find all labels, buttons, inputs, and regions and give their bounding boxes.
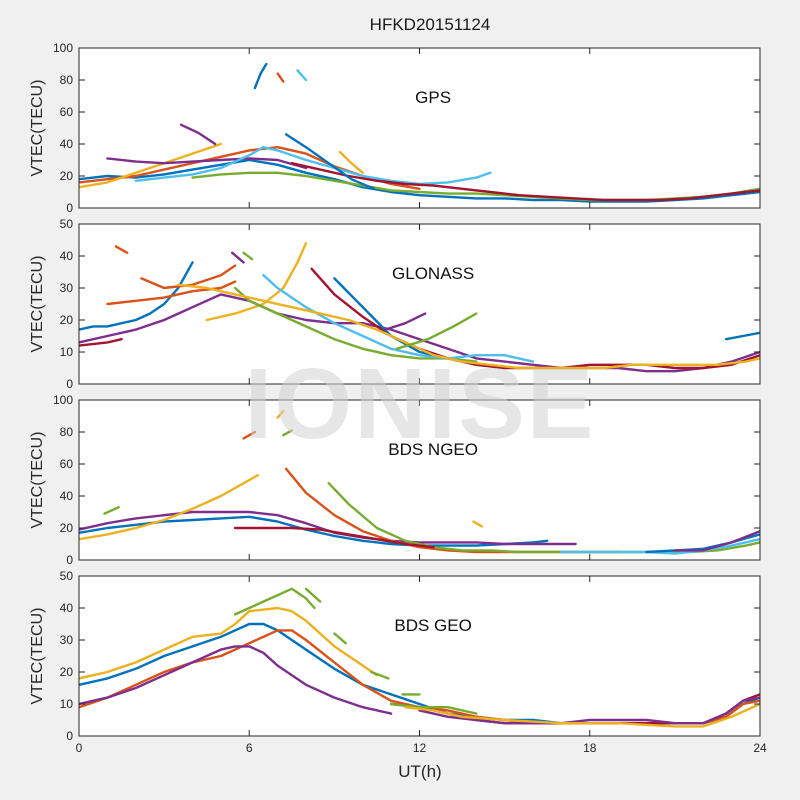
y-tick-label: 60 [60,457,74,471]
y-axis-label: VTEC(TECU) [29,608,46,705]
series-line-12 [724,331,760,341]
watermark: IONISE [245,348,596,460]
series-group [79,62,760,203]
series-line-12 [276,410,285,419]
series-line-4 [79,645,393,715]
y-tick-label: 80 [60,73,74,87]
series-line-11 [179,123,217,146]
y-tick-label: 20 [60,313,74,327]
series-line-3 [205,241,308,322]
y-tick-label: 20 [60,169,74,183]
series-line-10 [242,430,257,440]
series-line-12 [338,150,364,175]
series-group [79,241,760,373]
y-tick-label: 0 [66,201,73,215]
series-line-13 [114,245,129,255]
series-line-9 [106,280,237,306]
panel-label: BDS NGEO [388,440,478,459]
panel-label: GLONASS [392,264,474,283]
series-line-14 [242,251,254,261]
series-line-8 [370,670,390,680]
series-line-7 [560,538,760,555]
series-line-3 [79,142,223,189]
y-tick-label: 10 [60,697,74,711]
series-line-9 [333,632,347,645]
series-line-6 [134,145,492,186]
series-line-11 [282,429,293,437]
figure-title: HFKD20151124 [370,15,491,34]
y-tick-label: 20 [60,665,74,679]
series-line-13 [103,506,120,515]
y-tick-label: 30 [60,633,74,647]
series-line-9 [673,530,760,552]
series-line-9 [276,72,285,83]
series-line-11 [177,283,760,370]
x-tick-label: 0 [76,741,83,755]
series-line-15 [230,251,245,264]
y-tick-label: 50 [60,217,74,231]
series-line-2 [140,264,237,290]
panel-1: 0 20 40 60 80 100 VTEC(TECU) GPS [29,41,761,215]
series-line-1 [79,606,379,680]
series-line-12 [389,702,478,715]
plot-area [79,400,760,560]
series-line-7 [290,161,760,202]
series-line-13 [404,702,760,728]
series-line-3 [79,474,259,541]
series-line-1 [79,261,194,331]
series-line-6 [233,526,435,549]
y-tick-label: 40 [60,601,74,615]
y-tick-label: 80 [60,425,74,439]
y-axis-label: VTEC(TECU) [29,432,46,529]
x-tick-label: 12 [413,741,427,755]
y-tick-label: 0 [66,729,73,743]
series-group [79,410,760,555]
y-tick-label: 40 [60,249,74,263]
y-axis-label: VTEC(TECU) [29,256,46,353]
panel-3: 0 20 40 60 80 100 VTEC(TECU) BDS NGEO [29,393,761,567]
y-tick-label: 10 [60,345,74,359]
series-line-11 [304,587,322,603]
plot-area [79,48,760,208]
series-line-1 [79,158,760,203]
y-tick-label: 40 [60,489,74,503]
y-tick-label: 0 [66,377,73,391]
series-line-4 [79,293,760,373]
series-line-6 [262,274,535,363]
y-tick-label: 30 [60,281,74,295]
y-tick-label: 20 [60,521,74,535]
series-line-14 [472,520,484,528]
series-line-10 [296,69,308,82]
plot-area [79,576,760,736]
y-axis-label: VTEC(TECU) [29,80,46,177]
y-tick-label: 50 [60,569,74,583]
panel-4: 0 10 20 30 40 50 0 6 12 18 24 VTEC(TECU) BDS GEO [29,569,767,755]
x-tick-label: 6 [246,741,253,755]
x-tick-label: 18 [583,741,597,755]
series-line-4 [106,157,308,170]
panel-label: GPS [415,88,451,107]
series-line-5 [233,587,316,616]
x-axis-label: UT(h) [398,762,441,781]
series-line-10 [79,338,123,347]
series-group [79,587,760,728]
series-line-8 [253,62,268,90]
series-line-13 [284,133,376,191]
y-tick-label: 0 [66,553,73,567]
y-tick-label: 100 [53,41,73,55]
y-tick-label: 40 [60,137,74,151]
y-tick-label: 60 [60,105,74,119]
series-line-5 [233,286,478,363]
series-line-17 [384,312,427,331]
series-line-7 [418,696,760,725]
y-tick-label: 100 [53,393,73,407]
series-line-16 [395,312,478,350]
panel-2: 0 10 20 30 40 50 VTEC(TECU) GLONASS [29,217,761,391]
panel-label: BDS GEO [394,616,471,635]
x-tick-label: 24 [753,741,767,755]
